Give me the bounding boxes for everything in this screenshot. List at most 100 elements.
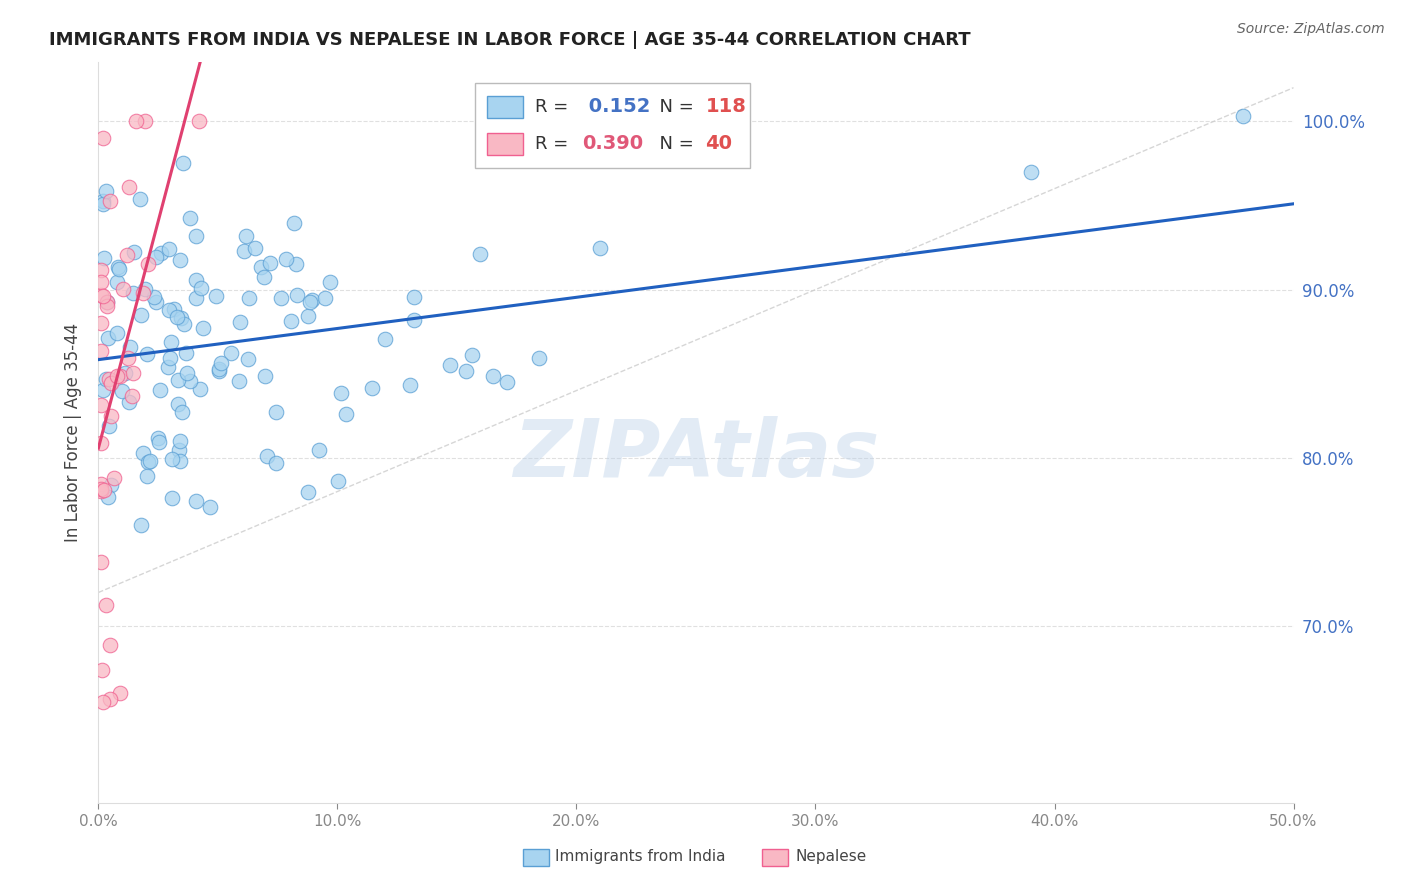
Point [121,388,143,402]
Text: R =: R = [534,135,574,153]
Point [97,418,120,433]
Point [439,358,461,372]
Text: IMMIGRANTS FROM INDIA VS NEPALESE IN LABOR FORCE | AGE 35-44 CORRELATION CHART: IMMIGRANTS FROM INDIA VS NEPALESE IN LAB… [49,31,970,49]
Point [134,114,156,128]
Point [184,493,207,508]
FancyBboxPatch shape [475,83,749,169]
Point [118,339,141,353]
Text: R =: R = [534,98,574,116]
Point [184,273,207,287]
Point [481,369,503,384]
Point [456,364,478,378]
Point [91,383,114,397]
Point [136,455,159,469]
Point [172,405,194,419]
Point [90,477,112,491]
Text: 0.390: 0.390 [582,135,644,153]
Point [129,308,152,322]
Point [270,291,292,305]
Point [136,347,159,361]
Point [129,517,152,532]
Point [122,244,145,259]
Point [256,449,278,463]
FancyBboxPatch shape [523,849,548,866]
Point [121,285,143,300]
Point [374,332,396,346]
Point [280,314,302,328]
Point [179,374,201,388]
Point [91,695,114,709]
Point [184,291,207,305]
Point [287,288,309,302]
Point [163,301,186,316]
Point [100,409,122,424]
Point [259,256,281,270]
Point [96,299,118,313]
Point [94,184,117,198]
Point [148,431,170,445]
Point [167,442,190,457]
Point [235,228,257,243]
Point [188,382,211,396]
Point [205,289,228,303]
Point [361,381,384,395]
Point [236,351,259,366]
Point [211,356,233,370]
Point [145,251,167,265]
Point [166,397,188,411]
Point [191,321,214,335]
Point [94,372,117,386]
Point [93,483,115,498]
Point [169,434,191,448]
Point [98,372,121,386]
Point [128,192,150,206]
Text: 0.152: 0.152 [582,97,651,116]
Point [184,228,207,243]
Point [285,258,308,272]
Point [90,484,112,499]
Point [157,360,180,375]
Point [136,468,159,483]
Point [250,260,273,274]
Point [121,367,143,381]
Point [169,252,191,267]
Point [468,247,491,261]
Point [402,312,425,326]
Text: 118: 118 [706,97,747,116]
Point [117,395,139,409]
Text: Nepalese: Nepalese [796,848,866,863]
Point [93,251,115,265]
Point [179,211,201,225]
Point [335,407,357,421]
Point [91,196,114,211]
Point [97,330,120,344]
Point [198,500,221,515]
Point [238,291,260,305]
Text: 40: 40 [706,135,733,153]
Point [91,289,114,303]
Point [159,335,181,350]
Point [166,373,188,387]
Point [208,361,231,376]
Point [166,310,188,324]
Point [176,366,198,380]
Point [132,285,155,300]
Point [253,269,276,284]
Point [1019,165,1042,179]
Point [190,281,212,295]
Point [117,351,139,365]
Point [1232,109,1254,123]
Y-axis label: In Labor Force | Age 35-44: In Labor Force | Age 35-44 [65,323,83,542]
Point [243,241,266,255]
Point [149,383,172,397]
Point [461,348,484,362]
Point [98,692,121,706]
Point [266,404,288,418]
Point [90,398,112,412]
Text: N =: N = [648,98,700,116]
Point [108,686,131,700]
Point [90,288,112,302]
Point [527,351,550,365]
Point [90,275,112,289]
Text: Source: ZipAtlas.com: Source: ZipAtlas.com [1237,22,1385,37]
